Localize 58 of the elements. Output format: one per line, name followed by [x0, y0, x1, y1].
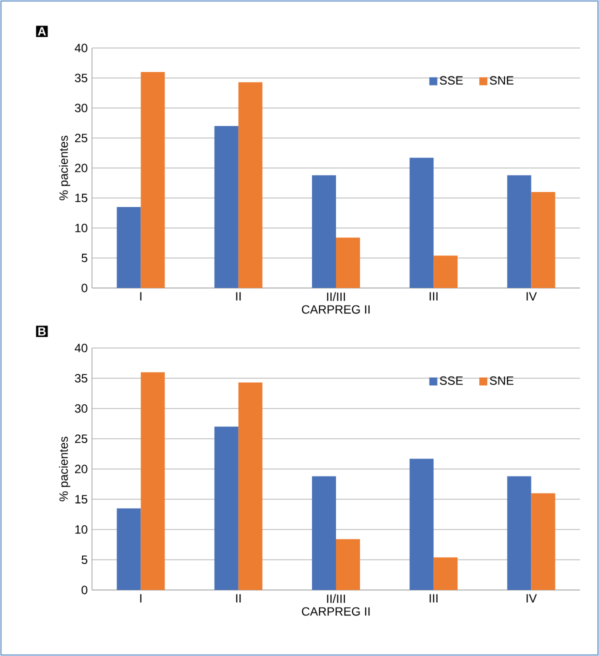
bar	[507, 175, 532, 288]
y-tick-label: 10	[75, 224, 88, 232]
bar	[116, 206, 141, 288]
bar	[116, 508, 141, 590]
x-tick-label: III	[430, 292, 438, 300]
chart-title: A	[38, 27, 46, 36]
bar	[336, 539, 360, 590]
bar	[238, 82, 262, 288]
x-tick-label: II	[236, 292, 241, 300]
y-tick-label: 30	[74, 404, 88, 413]
legend-label: SNE	[490, 76, 514, 85]
bar	[336, 238, 360, 288]
bar	[214, 426, 238, 590]
bar	[140, 72, 165, 288]
bar	[312, 476, 336, 590]
y-tick-label: 40	[74, 44, 88, 52]
y-tick-label: 5	[82, 254, 88, 262]
x-tick-label: I	[140, 292, 142, 300]
x-tick-label: III	[430, 594, 438, 602]
x-axis-title: CARPREG II	[302, 305, 370, 314]
y-tick-label: 10	[75, 525, 88, 534]
y-tick-label: 35	[74, 74, 88, 82]
y-tick-label: 15	[75, 495, 88, 504]
bar	[410, 158, 434, 288]
y-tick-label: 35	[74, 374, 88, 382]
y-tick-label: 15	[75, 194, 88, 202]
bar	[312, 175, 336, 288]
bar	[531, 192, 556, 288]
legend-label: SNE	[490, 376, 514, 385]
bar	[410, 458, 434, 590]
legend-label: SSE	[440, 76, 463, 85]
bar	[434, 557, 458, 590]
bar	[214, 126, 238, 288]
y-tick-label: 0	[82, 586, 88, 594]
y-tick-label: 25	[75, 134, 88, 142]
x-tick-label: II/III	[327, 594, 345, 604]
y-tick-label: 20	[75, 464, 88, 474]
y-tick-label: 0	[82, 284, 88, 292]
chart-title: B	[38, 327, 46, 336]
y-tick-label: 40	[74, 344, 88, 352]
bar	[507, 476, 532, 590]
y-tick-label: 25	[75, 434, 88, 443]
x-tick-label: II/III	[327, 292, 345, 302]
x-axis-title: CARPREG II	[302, 607, 370, 616]
legend-label: SSE	[440, 376, 463, 385]
bar	[140, 372, 165, 590]
bar	[531, 493, 556, 590]
bar	[434, 256, 458, 288]
y-tick-label: 5	[82, 556, 88, 564]
x-tick-label: IV	[526, 292, 537, 300]
bar	[238, 382, 262, 590]
x-tick-label: IV	[526, 594, 537, 602]
y-axis-title: % pacientes	[59, 436, 70, 502]
x-tick-label: II	[236, 594, 241, 602]
y-axis-title: % pacientes	[59, 136, 70, 200]
y-tick-label: 30	[74, 104, 88, 112]
y-tick-label: 20	[75, 164, 88, 172]
x-tick-label: I	[140, 594, 142, 602]
